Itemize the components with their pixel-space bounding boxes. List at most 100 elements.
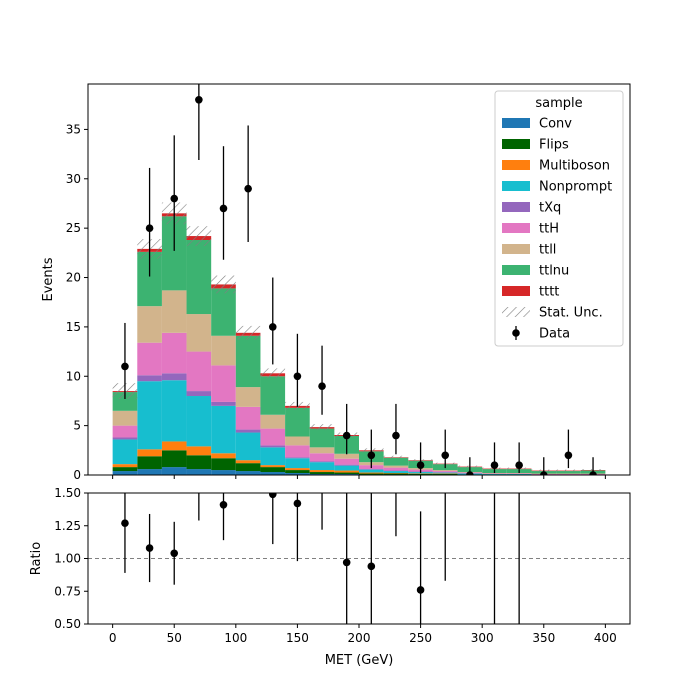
legend-swatch-ttll <box>502 244 530 254</box>
bar-nonprompt-bin-1 <box>137 381 162 450</box>
bar-ttlnu-bin-11 <box>383 457 409 466</box>
bar-nonprompt-bin-2 <box>161 380 187 442</box>
bar-tth-bin-11 <box>383 467 409 471</box>
legend-label: ttH <box>539 222 559 237</box>
legend-swatch-nonprompt <box>502 181 530 191</box>
bar-tth-bin-8 <box>309 453 335 462</box>
x-tick-label: 150 <box>286 631 309 645</box>
data-point-8 <box>318 382 326 390</box>
ratio-y-tick-label: 1.50 <box>54 486 81 500</box>
stat-unc-bin-18 <box>556 469 581 472</box>
bar-ttlnu-bin-3 <box>186 240 212 315</box>
bar-txq-bin-8 <box>309 461 335 463</box>
bar-flips-bin-4 <box>211 458 236 471</box>
bar-nonprompt-bin-5 <box>235 432 261 461</box>
legend-label: tttt <box>539 285 559 300</box>
legend-swatch-txq <box>502 202 530 212</box>
ratio-y-tick-label: 0.75 <box>54 584 81 598</box>
legend-swatch-flips <box>502 139 530 149</box>
data-point-1 <box>145 224 154 232</box>
top-x-ticks <box>112 475 606 479</box>
ratio-point-2 <box>170 549 179 558</box>
data-point-17 <box>539 471 548 475</box>
data-point-9 <box>342 431 351 440</box>
data-point-16 <box>515 461 523 469</box>
bar-flips-bin-0 <box>112 467 138 472</box>
ratio-y-ticks: 0.50 0.75 1.00 1.25 1.50 <box>54 486 88 631</box>
legend-label: Stat. Unc. <box>539 306 603 321</box>
ratio-x-ticks: 0 50 100 150 200 250 300 350 400 <box>109 624 617 645</box>
top-y-tick-label: 25 <box>66 221 81 235</box>
bar-ttll-bin-7 <box>285 436 310 446</box>
bar-txq-bin-9 <box>334 464 359 466</box>
data-point-4 <box>219 204 228 213</box>
data-point-0 <box>121 362 129 371</box>
bar-multiboson-bin-3 <box>186 446 212 456</box>
stat-unc-bin-4 <box>211 275 236 294</box>
stat-unc-bin-11 <box>383 455 409 459</box>
legend-label: Nonprompt <box>539 180 612 195</box>
top-y-tick-label: 20 <box>66 271 81 285</box>
bar-ttlnu-bin-7 <box>285 407 310 437</box>
bar-ttll-bin-1 <box>137 306 162 343</box>
bar-flips-bin-3 <box>186 455 212 470</box>
data-point-18 <box>564 451 573 460</box>
bar-multiboson-bin-2 <box>161 441 187 451</box>
legend-swatch-tth <box>502 223 530 233</box>
bar-nonprompt-bin-6 <box>260 447 286 466</box>
bar-conv-bin-2 <box>161 467 187 475</box>
bar-ttll-bin-8 <box>309 447 335 454</box>
bar-multiboson-bin-1 <box>137 449 162 457</box>
data-points <box>121 84 597 475</box>
legend-label: Data <box>539 327 570 342</box>
bar-tth-bin-13 <box>432 471 458 473</box>
x-tick-label: 200 <box>348 631 371 645</box>
bar-tth-bin-2 <box>161 332 187 374</box>
stat-unc-bin-8 <box>309 424 335 431</box>
x-tick-label: 350 <box>532 631 555 645</box>
x-tick-label: 0 <box>109 631 117 645</box>
bar-ttll-bin-2 <box>161 290 187 333</box>
top-y-axis-label: Events <box>41 257 56 301</box>
bar-txq-bin-0 <box>112 437 138 440</box>
legend-label: ttlnu <box>539 264 569 279</box>
legend-swatch-multiboson <box>502 160 530 170</box>
bar-multiboson-bin-9 <box>334 470 359 473</box>
bar-flips-bin-7 <box>285 470 310 474</box>
data-point-6 <box>268 323 277 331</box>
bar-tth-bin-9 <box>334 458 359 465</box>
bar-multiboson-bin-6 <box>260 465 286 468</box>
bar-txq-bin-4 <box>211 401 236 406</box>
bar-multiboson-bin-10 <box>359 472 384 474</box>
bar-tth-bin-7 <box>285 445 310 458</box>
data-point-12 <box>416 461 425 469</box>
legend-label: ttll <box>539 243 556 258</box>
bar-ttlnu-bin-6 <box>260 376 286 415</box>
ratio-point-5 <box>293 499 302 508</box>
data-point-2 <box>170 194 179 203</box>
bar-nonprompt-bin-8 <box>309 462 335 471</box>
bar-ttlnu-bin-5 <box>235 335 261 388</box>
bar-flips-bin-5 <box>235 463 261 472</box>
bar-txq-bin-2 <box>161 373 187 381</box>
bar-ttll-bin-11 <box>383 465 409 468</box>
bar-nonprompt-bin-3 <box>186 396 212 447</box>
data-point-5 <box>244 184 252 193</box>
bar-flips-bin-2 <box>161 450 187 468</box>
ratio-point-3 <box>219 500 228 509</box>
legend-label: Conv <box>539 117 572 132</box>
ratio-point-1 <box>145 544 154 552</box>
bar-conv-bin-5 <box>235 471 261 475</box>
ratio-plot-frame <box>87 492 631 625</box>
legend-swatch-tttt <box>502 286 530 296</box>
x-tick-label: 300 <box>471 631 494 645</box>
x-tick-label: 400 <box>594 631 617 645</box>
x-tick-label: 50 <box>167 631 182 645</box>
bar-conv-bin-0 <box>112 471 138 475</box>
bar-nonprompt-bin-13 <box>432 472 458 474</box>
ratio-point-7 <box>367 562 376 571</box>
stat-unc-bin-6 <box>260 368 286 379</box>
bar-flips-bin-10 <box>359 473 384 475</box>
legend-swatch-stat-unc <box>502 307 530 317</box>
bar-ttlnu-bin-18 <box>556 471 581 474</box>
